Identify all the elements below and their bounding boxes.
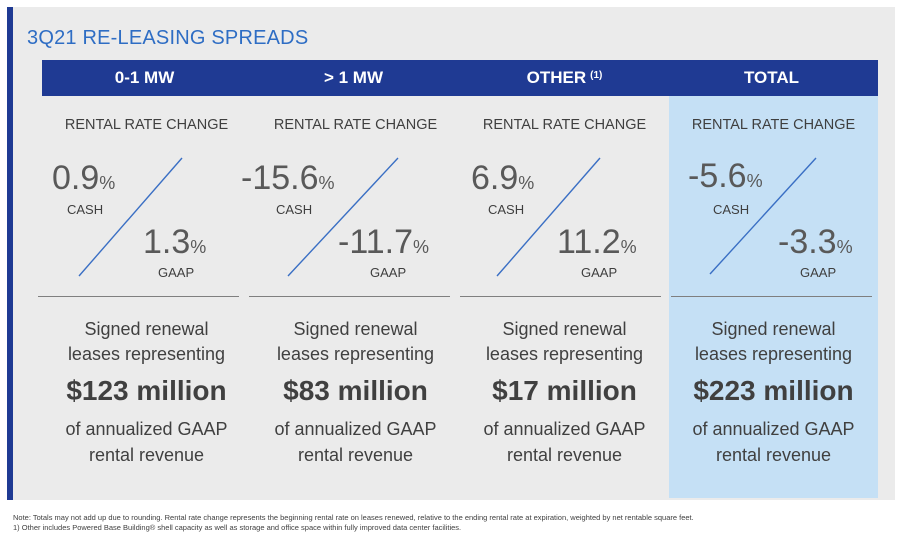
cash-change-value: -15.6% xyxy=(241,161,335,195)
column-header: > 1 MW xyxy=(251,60,460,96)
column-header: TOTAL xyxy=(669,60,878,96)
cash-percent-sign: % xyxy=(318,173,335,193)
desc-line-3: of annualized GAAP xyxy=(483,419,646,439)
column-header-label: OTHER xyxy=(526,68,587,87)
rental-rate-change-label: RENTAL RATE CHANGE xyxy=(482,117,647,133)
gaap-change-value: 1.3% xyxy=(143,225,206,259)
total-column-highlight xyxy=(669,96,878,498)
renewal-amount: $83 million xyxy=(283,375,428,406)
footnote-1: 1) Other includes Powered Base Building®… xyxy=(13,523,462,532)
diagonal-divider xyxy=(287,157,399,277)
cash-percent-sign: % xyxy=(518,173,535,193)
gaap-label: GAAP xyxy=(581,265,618,280)
cash-value: -15.6 xyxy=(241,159,319,197)
desc-line-3: of annualized GAAP xyxy=(692,419,855,439)
desc-line-2: leases representing xyxy=(276,344,435,364)
column-header-label: 0-1 MW xyxy=(114,68,175,87)
desc-line-1: Signed renewal xyxy=(711,319,836,339)
gaap-value: 11.2 xyxy=(557,223,621,261)
renewal-amount: $123 million xyxy=(66,375,227,406)
desc-line-1: Signed renewal xyxy=(84,319,209,339)
page-title: 3Q21 RE-LEASING SPREADS xyxy=(27,27,309,49)
column-divider xyxy=(38,296,239,297)
cash-value: 6.9 xyxy=(471,159,519,197)
gaap-percent-sign: % xyxy=(190,237,207,257)
desc-line-1: Signed renewal xyxy=(293,319,418,339)
cash-value: -5.6 xyxy=(688,157,747,195)
column-divider xyxy=(671,296,872,297)
desc-line-1: Signed renewal xyxy=(502,319,627,339)
diagonal-divider xyxy=(496,157,601,277)
desc-line-2: leases representing xyxy=(67,344,226,364)
gaap-label: GAAP xyxy=(370,265,407,280)
cash-percent-sign: % xyxy=(746,171,763,191)
column-header-label: > 1 MW xyxy=(323,68,384,87)
gaap-value: 1.3 xyxy=(143,223,191,261)
cash-change-value: 6.9% xyxy=(471,161,534,195)
desc-line-4: rental revenue xyxy=(88,445,205,465)
column-other: OTHER (1) RENTAL RATE CHANGE 6.9% CASH 1… xyxy=(460,60,669,498)
gaap-label: GAAP xyxy=(800,265,837,280)
renewal-amount: $17 million xyxy=(492,375,637,406)
column-header-label: TOTAL xyxy=(743,68,800,87)
gaap-percent-sign: % xyxy=(620,237,637,257)
column-header: 0-1 MW xyxy=(42,60,251,96)
gaap-change-value: 11.2% xyxy=(557,225,637,259)
gaap-percent-sign: % xyxy=(836,237,853,257)
gaap-value: -3.3 xyxy=(778,223,837,261)
cash-label: CASH xyxy=(713,202,750,217)
rental-rate-change-label: RENTAL RATE CHANGE xyxy=(64,117,229,133)
column-total: TOTAL RENTAL RATE CHANGE -5.6% CASH -3.3… xyxy=(669,60,878,498)
gaap-percent-sign: % xyxy=(412,237,429,257)
column-header-footnote-ref: (1) xyxy=(590,69,603,81)
column-header-bar xyxy=(42,60,878,96)
desc-line-4: rental revenue xyxy=(297,445,414,465)
desc-line-3: of annualized GAAP xyxy=(65,419,228,439)
cash-percent-sign: % xyxy=(99,173,116,193)
cash-label: CASH xyxy=(276,202,313,217)
rental-rate-change-label: RENTAL RATE CHANGE xyxy=(273,117,438,133)
renewal-amount: $223 million xyxy=(693,375,854,406)
gaap-change-value: -11.7% xyxy=(338,225,429,259)
column-0-1mw: 0-1 MW RENTAL RATE CHANGE 0.9% CASH 1.3%… xyxy=(38,60,251,498)
gaap-label: GAAP xyxy=(158,265,195,280)
desc-line-2: leases representing xyxy=(485,344,644,364)
column-divider xyxy=(249,296,450,297)
diagonal-divider xyxy=(709,157,817,275)
desc-line-3: of annualized GAAP xyxy=(274,419,437,439)
cash-change-value: -5.6% xyxy=(688,159,763,193)
cash-label: CASH xyxy=(488,202,525,217)
rental-rate-change-label: RENTAL RATE CHANGE xyxy=(691,117,856,133)
footnote-note: Note: Totals may not add up due to round… xyxy=(13,513,694,522)
gaap-change-value: -3.3% xyxy=(778,225,853,259)
left-accent-bar xyxy=(7,7,13,500)
desc-line-4: rental revenue xyxy=(715,445,832,465)
column-divider xyxy=(460,296,661,297)
cash-change-value: 0.9% xyxy=(52,161,115,195)
cash-value: 0.9 xyxy=(52,159,100,197)
column-over-1mw: > 1 MW RENTAL RATE CHANGE -15.6% CASH -1… xyxy=(241,60,460,498)
desc-line-4: rental revenue xyxy=(506,445,623,465)
diagonal-divider xyxy=(78,157,183,277)
column-header: OTHER (1) xyxy=(460,60,669,96)
cash-label: CASH xyxy=(67,202,104,217)
desc-line-2: leases representing xyxy=(694,344,853,364)
gaap-value: -11.7 xyxy=(338,223,413,261)
